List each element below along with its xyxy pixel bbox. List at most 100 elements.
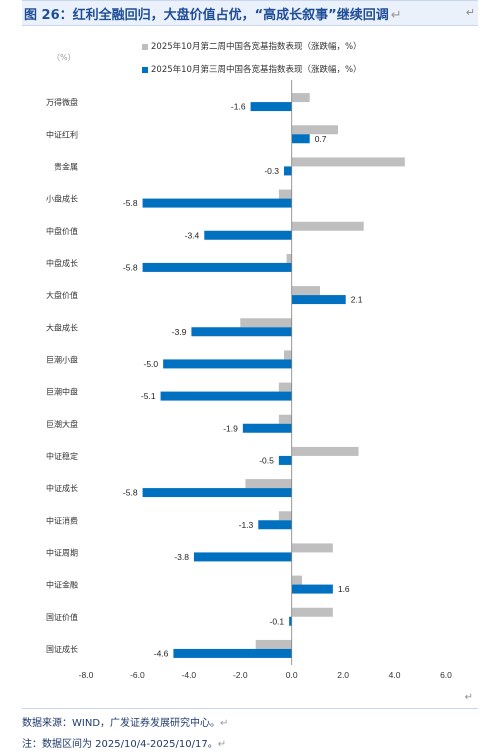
category-label: 大盘成长: [46, 322, 78, 332]
x-tick-label: 4.0: [389, 670, 401, 680]
category-label: 中证稳定: [46, 451, 78, 461]
bar-week3: [160, 391, 292, 401]
legend-label-week3: 2025年10月第三周中国各宽基指数表现（涨跌幅，%）: [151, 65, 362, 75]
category-label: 小盘成长: [46, 194, 78, 204]
x-tick-label: 6.0: [440, 670, 452, 680]
bar-week2: [286, 253, 292, 263]
data-label: 0.7: [315, 134, 327, 144]
bar-week3: [291, 584, 333, 594]
data-label: -3.4: [185, 230, 200, 240]
note-text: 注：数据区间为 2025/10/4-2025/10/17。: [22, 739, 218, 750]
corner-mark-icon: ↵: [465, 7, 475, 19]
bar-week3: [142, 262, 292, 272]
category-label: 中证成长: [46, 483, 78, 493]
bar-week2: [255, 639, 292, 649]
data-label: -4.6: [154, 648, 169, 658]
bar-week3: [173, 648, 292, 658]
bar-week3: [142, 198, 292, 208]
bar-week2: [240, 318, 292, 328]
legend-label-week2: 2025年10月第二周中国各宽基指数表现（涨跌幅，%）: [151, 42, 362, 52]
source-text: 数据来源：WIND，广发证券发展研究中心。: [22, 718, 221, 729]
category-label: 中证消费: [46, 515, 78, 525]
paragraph-mark-icon: ↵: [390, 8, 402, 23]
data-label: -3.8: [174, 552, 189, 562]
category-label: 中证周期: [46, 547, 78, 557]
data-label: -1.6: [231, 102, 246, 112]
category-label: 国证成长: [46, 644, 78, 654]
bar-week2: [291, 286, 320, 296]
bar-week2: [291, 543, 333, 553]
bar-week3: [258, 520, 292, 530]
bar-week3: [242, 423, 292, 433]
data-label: -1.9: [223, 423, 238, 433]
category-label: 大盘价值: [46, 290, 78, 300]
category-label: 巨潮大盘: [46, 419, 78, 429]
data-label: 1.6: [338, 584, 350, 594]
bar-week2: [291, 221, 364, 231]
paragraph-mark-icon: ↵: [217, 739, 227, 750]
data-label: -1.3: [239, 520, 254, 530]
footer-note: 注：数据区间为 2025/10/4-2025/10/17。↵: [22, 735, 478, 750]
bar-week3: [250, 102, 292, 112]
bar-week2: [291, 575, 302, 585]
category-label: 中盘价值: [46, 226, 78, 236]
x-tick-label: -6.0: [130, 670, 145, 680]
x-tick-label: 2.0: [337, 670, 349, 680]
footer-separator: [22, 708, 478, 709]
bar-week3: [291, 295, 346, 305]
data-label: -3.9: [172, 327, 187, 337]
bar-week3: [289, 616, 292, 626]
legend-swatch-gray: [142, 43, 148, 50]
data-label: -5.1: [141, 391, 156, 401]
legend-item-week2: 2025年10月第二周中国各宽基指数表现（涨跌幅，%）: [142, 40, 362, 52]
category-label: 国证价值: [46, 612, 78, 622]
bar-week3: [191, 327, 292, 337]
bar-week2: [245, 479, 292, 489]
data-label: 2.1: [351, 295, 363, 305]
bar-week2: [278, 382, 292, 392]
data-label: -0.1: [269, 616, 284, 626]
bar-week3: [278, 455, 292, 465]
x-tick-label: -8.0: [79, 670, 94, 680]
category-label: 贵金属: [54, 161, 78, 171]
data-label: -5.8: [123, 198, 138, 208]
bar-week2: [291, 157, 405, 167]
figure-title-bar: [22, 0, 478, 26]
bar-week3: [284, 166, 292, 176]
data-label: -0.3: [264, 166, 279, 176]
x-tick-label: -2.0: [233, 670, 248, 680]
legend-swatch-blue: [142, 66, 148, 73]
bar-week2: [278, 511, 292, 521]
figure-title: 图 26：红利全融回归，大盘价值占优，“高成长叙事”继续回调 ↵: [24, 4, 402, 23]
data-label: -5.0: [143, 359, 158, 369]
bar-week2: [291, 125, 338, 135]
bar-week2: [291, 93, 310, 103]
data-label: -5.8: [123, 488, 138, 498]
category-label: 巨潮中盘: [46, 387, 78, 397]
bar-week2: [278, 414, 292, 424]
bar-week3: [163, 359, 292, 369]
category-label: 中证红利: [46, 129, 78, 139]
bar-week3: [291, 134, 310, 144]
bar-chart: -1.6 万得微盘 0.7 中证红利 -0.3 贵金属 -5.8 小盘成长 -3.4 中盘价值 -5…: [46, 80, 452, 680]
bar-week3: [142, 488, 292, 498]
data-label: -5.8: [123, 262, 138, 272]
data-label: -0.5: [259, 455, 274, 465]
bar-week2: [291, 607, 333, 617]
category-label: 中证金融: [46, 580, 78, 590]
legend-item-week3: 2025年10月第三周中国各宽基指数表现（涨跌幅，%）: [142, 63, 362, 75]
paragraph-mark-icon: ↵: [220, 718, 229, 729]
bar-week2: [278, 189, 292, 199]
bar-week2: [284, 350, 292, 360]
unit-label: （%）: [52, 53, 76, 62]
x-tick-label: -4.0: [182, 670, 197, 680]
category-label: 巨潮小盘: [46, 354, 78, 364]
category-label: 万得微盘: [46, 97, 78, 107]
bar-week3: [194, 552, 292, 562]
bar-week2: [291, 446, 359, 456]
footer-source: 数据来源：WIND，广发证券发展研究中心。↵: [22, 714, 478, 729]
category-label: 中盘成长: [46, 258, 78, 268]
bar-week3: [204, 230, 292, 240]
paragraph-mark-icon: ↵: [464, 692, 473, 703]
figure-title-text: 图 26：红利全融回归，大盘价值占优，“高成长叙事”继续回调: [24, 8, 389, 23]
